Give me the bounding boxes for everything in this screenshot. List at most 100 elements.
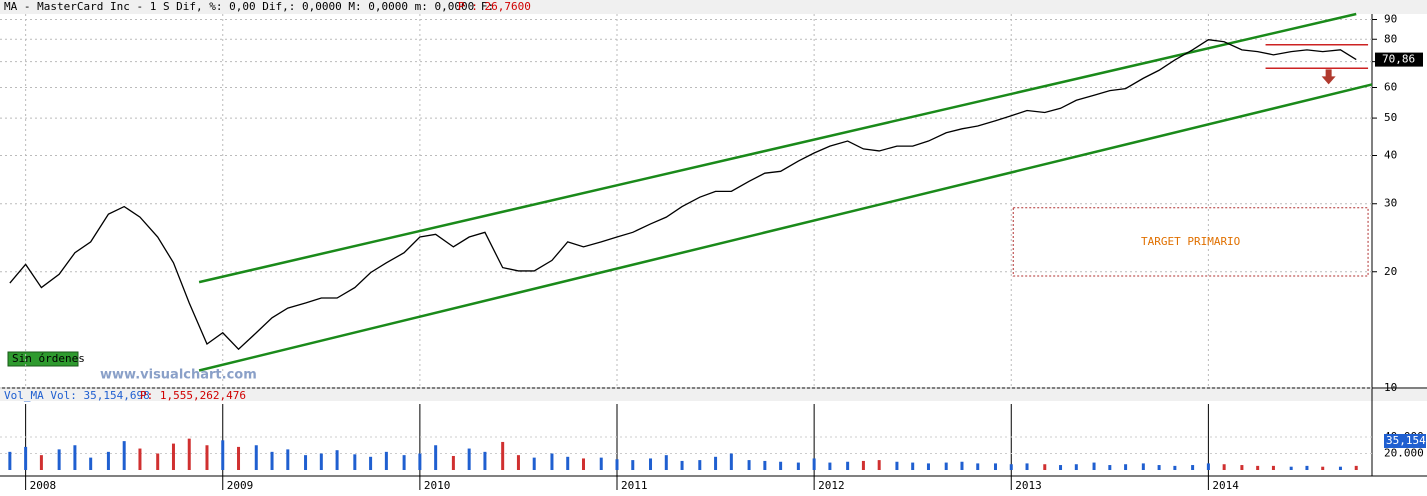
volume-bar bbox=[286, 449, 290, 470]
volume-bar bbox=[1173, 465, 1177, 470]
volume-bar bbox=[353, 454, 357, 470]
volume-bar bbox=[451, 455, 455, 470]
volume-bar bbox=[221, 440, 225, 470]
volume-bar bbox=[664, 455, 668, 470]
volume-bar bbox=[960, 461, 964, 470]
volume-bar bbox=[779, 461, 783, 470]
volume-bar bbox=[747, 460, 751, 470]
volume-bar bbox=[1289, 466, 1293, 470]
volume-bar bbox=[24, 446, 28, 470]
y-tick-label: 90 bbox=[1384, 12, 1397, 25]
volume-bar bbox=[156, 453, 160, 470]
volume-bar bbox=[828, 462, 832, 470]
y-tick-label: 20 bbox=[1384, 265, 1397, 278]
volume-bar bbox=[1271, 465, 1275, 470]
x-tick-label: 2012 bbox=[818, 479, 845, 492]
volume-bar bbox=[599, 457, 603, 470]
volume-marker bbox=[1384, 433, 1426, 448]
volume-bar bbox=[205, 445, 209, 470]
volume-bar bbox=[1141, 463, 1145, 470]
volume-bar bbox=[138, 448, 142, 470]
y-tick-label: 80 bbox=[1384, 32, 1397, 45]
volume-bar bbox=[501, 441, 505, 470]
target-label: TARGET PRIMARIO bbox=[1141, 235, 1240, 248]
volume-bar bbox=[714, 456, 718, 470]
signal-arrow bbox=[1321, 69, 1336, 85]
volume-bar bbox=[944, 462, 948, 470]
volume-bar bbox=[1157, 465, 1161, 470]
volume-bar bbox=[796, 462, 800, 470]
volume-bar bbox=[73, 445, 77, 470]
volume-bar bbox=[532, 457, 536, 470]
y-tick-label: 40 bbox=[1384, 149, 1397, 162]
volume-bar bbox=[1206, 463, 1210, 470]
y-tick-label: 30 bbox=[1384, 197, 1397, 210]
x-tick-label: 2009 bbox=[227, 479, 254, 492]
volume-bar bbox=[39, 455, 43, 470]
x-tick-label: 2011 bbox=[621, 479, 648, 492]
volume-bar bbox=[680, 460, 684, 470]
volume-bar bbox=[1222, 464, 1226, 470]
volume-bar bbox=[1074, 464, 1078, 470]
chart-title: MA - MasterCard Inc - 1 S Dif, %: 0,00 D… bbox=[4, 0, 494, 13]
volume-bar bbox=[1354, 465, 1358, 470]
volume-bar bbox=[8, 451, 12, 470]
volume-bar bbox=[1124, 464, 1128, 470]
volume-bar bbox=[57, 449, 61, 470]
volume-bar bbox=[369, 456, 373, 470]
volume-bar bbox=[926, 463, 930, 470]
volume-bar bbox=[402, 455, 406, 470]
volume-bar bbox=[516, 455, 520, 470]
volume-bar bbox=[1305, 465, 1309, 470]
volume-bar bbox=[729, 453, 733, 470]
volume-bar bbox=[1191, 465, 1195, 470]
y-tick-label: 10 bbox=[1384, 381, 1397, 394]
x-tick-label: 2013 bbox=[1015, 479, 1041, 492]
volume-bar bbox=[763, 460, 767, 470]
x-tick-label: 2010 bbox=[424, 479, 451, 492]
volume-bar bbox=[467, 448, 471, 470]
volume-subtitle: P: 1,555,262,476 bbox=[140, 389, 246, 402]
target-box bbox=[1012, 207, 1369, 277]
volume-bar bbox=[483, 451, 487, 470]
x-tick-label: 2014 bbox=[1212, 479, 1239, 492]
volume-bar bbox=[1321, 466, 1325, 470]
volume-bar bbox=[581, 458, 585, 470]
volume-bar bbox=[1108, 465, 1112, 470]
status-label: Sin órdenes bbox=[12, 352, 85, 365]
volume-bar bbox=[861, 460, 865, 470]
trend-channel-line bbox=[198, 12, 1357, 284]
volume-tick-label: 20.000 bbox=[1384, 447, 1424, 460]
volume-bar bbox=[270, 451, 274, 470]
volume-bar bbox=[877, 460, 881, 470]
volume-bar bbox=[649, 458, 653, 470]
volume-bar bbox=[1043, 464, 1047, 470]
volume-bar bbox=[418, 453, 422, 470]
volume-bar bbox=[1025, 463, 1029, 470]
volume-bar bbox=[1338, 466, 1342, 470]
volume-bar bbox=[434, 445, 438, 470]
volume-bar bbox=[237, 446, 241, 470]
volume-bar bbox=[319, 453, 323, 470]
volume-bar bbox=[812, 458, 816, 470]
volume-bar bbox=[846, 461, 850, 470]
volume-bar bbox=[895, 461, 899, 470]
volume-bar bbox=[304, 455, 308, 470]
volume-bar bbox=[698, 460, 702, 470]
volume-marker-label: 35,154 bbox=[1386, 434, 1426, 447]
volume-bar bbox=[631, 460, 635, 470]
volume-bar bbox=[1092, 462, 1096, 470]
header-bar bbox=[0, 0, 1427, 14]
chart-subtitle: P : 26,7600 bbox=[458, 0, 531, 13]
volume-bar bbox=[171, 443, 175, 470]
x-tick-label: 2008 bbox=[30, 479, 56, 492]
price-marker-label: 70,86 bbox=[1382, 53, 1415, 66]
volume-bar bbox=[993, 463, 997, 470]
y-tick-label: 60 bbox=[1384, 81, 1397, 94]
volume-bar bbox=[106, 451, 110, 470]
volume-header-bar bbox=[0, 389, 1427, 401]
volume-bar bbox=[335, 450, 339, 470]
volume-bar bbox=[89, 457, 93, 470]
